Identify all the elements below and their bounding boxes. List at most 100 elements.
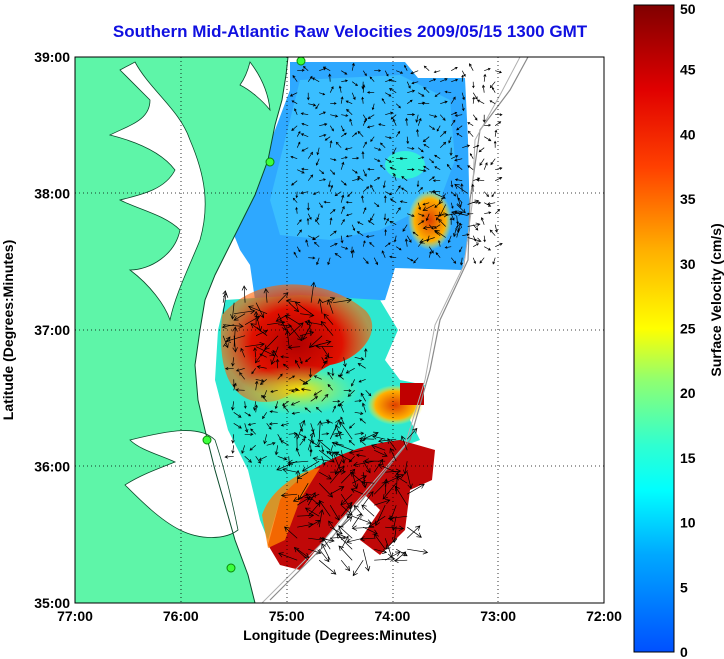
velocity-arrow	[362, 114, 368, 122]
velocity-arrow	[300, 133, 309, 138]
velocity-arrow	[362, 207, 367, 214]
velocity-arrow	[417, 220, 425, 225]
velocity-arrow	[247, 305, 268, 315]
velocity-arrow	[411, 81, 419, 85]
velocity-arrow	[295, 359, 301, 369]
velocity-arrow	[280, 440, 289, 446]
velocity-arrow	[306, 92, 310, 101]
colorbar-tick-label: 45	[680, 62, 696, 78]
velocity-arrow	[369, 242, 375, 247]
chesapeake-bay	[108, 61, 206, 322]
velocity-arrow	[389, 78, 397, 83]
velocity-arrow	[300, 112, 309, 116]
velocity-arrow	[385, 136, 392, 140]
colorbar-tick-label: 10	[680, 515, 696, 531]
velocity-arrow	[484, 67, 491, 72]
velocity-arrow	[406, 235, 412, 243]
velocity-arrow	[446, 163, 452, 170]
velocity-arrow	[451, 78, 459, 83]
velocity-arrow	[370, 136, 375, 142]
velocity-arrow	[233, 412, 242, 418]
velocity-arrow	[296, 229, 302, 236]
velocity-arrow	[329, 140, 333, 148]
colorbar-tick-label: 50	[680, 1, 696, 17]
velocity-arrow	[360, 195, 364, 203]
colorbar-tick-label: 15	[680, 450, 696, 466]
velocity-arrow	[341, 70, 348, 75]
velocity-arrow	[294, 301, 312, 314]
velocity-arrow	[440, 100, 448, 105]
velocity-arrow	[315, 406, 322, 413]
velocity-arrow	[374, 498, 391, 506]
velocity-arrow	[428, 158, 435, 164]
velocity-arrow	[423, 65, 430, 71]
velocity-arrow	[472, 114, 478, 121]
velocity-arrow	[326, 450, 333, 457]
velocity-arrow	[423, 144, 430, 148]
velocity-arrow	[483, 191, 490, 198]
velocity-arrow	[252, 401, 257, 412]
velocity-arrow	[421, 101, 430, 105]
velocity-arrow	[461, 74, 464, 82]
velocity-arrow	[296, 246, 301, 253]
velocity-arrow	[383, 478, 389, 495]
velocity-arrow	[410, 70, 419, 75]
plot-frame	[74, 56, 605, 604]
velocity-arrow	[345, 213, 353, 217]
velocity-arrow	[371, 103, 375, 111]
velocity-arrow	[277, 373, 283, 380]
velocity-arrow	[231, 401, 235, 411]
velocity-arrow	[321, 360, 328, 369]
velocity-arrow	[418, 213, 425, 217]
velocity-arrow	[451, 111, 458, 116]
velocity-arrow	[313, 241, 320, 247]
velocity-arrow	[494, 224, 498, 233]
velocity-arrow	[492, 257, 496, 265]
velocity-arrow	[433, 224, 441, 229]
velocity-arrow	[339, 403, 345, 413]
velocity-arrow	[447, 235, 452, 244]
velocity-arrow	[368, 515, 386, 528]
velocity-arrow	[428, 251, 432, 258]
velocity-arrow	[456, 222, 462, 238]
velocity-arrow	[340, 416, 345, 424]
velocity-arrow	[346, 108, 353, 115]
colorbar-tick-label: 35	[680, 191, 696, 207]
velocity-arrow	[291, 100, 298, 105]
velocity-arrow	[387, 515, 408, 521]
velocity-arrow	[307, 213, 312, 220]
velocity-arrow	[349, 118, 353, 126]
bathymetry-contour-1	[269, 57, 529, 601]
velocity-arrow	[429, 114, 438, 118]
velocity-arrow	[266, 441, 276, 446]
velocity-arrow	[406, 526, 422, 538]
velocity-arrow	[484, 123, 492, 127]
velocity-arrow	[340, 125, 345, 132]
velocity-arrow	[462, 144, 471, 149]
velocity-arrow	[450, 96, 456, 104]
velocity-arrow	[288, 431, 298, 436]
velocity-arrow	[444, 90, 452, 94]
velocity-arrow	[423, 165, 430, 170]
velocity-arrow	[422, 225, 435, 231]
velocity-arrow	[315, 158, 320, 166]
velocity-arrow	[308, 103, 317, 107]
velocity-arrow	[385, 473, 405, 484]
velocity-arrow	[317, 298, 323, 314]
velocity-arrow	[422, 202, 430, 206]
velocity-arrow	[418, 169, 427, 173]
velocity-arrow	[311, 77, 320, 83]
velocity-arrow	[255, 346, 276, 357]
velocity-arrow	[361, 402, 367, 413]
velocity-arrow	[295, 191, 299, 199]
velocity-arrow	[301, 147, 309, 152]
velocity-arrow	[407, 213, 415, 218]
velocity-arrow	[299, 437, 306, 446]
velocity-arrow	[490, 158, 496, 166]
velocity-arrow	[329, 125, 334, 132]
velocity-arrow	[312, 191, 320, 195]
velocity-arrow	[460, 183, 464, 192]
velocity-arrow	[422, 136, 430, 143]
velocity-arrow	[313, 390, 322, 396]
velocity-arrow	[377, 463, 397, 473]
